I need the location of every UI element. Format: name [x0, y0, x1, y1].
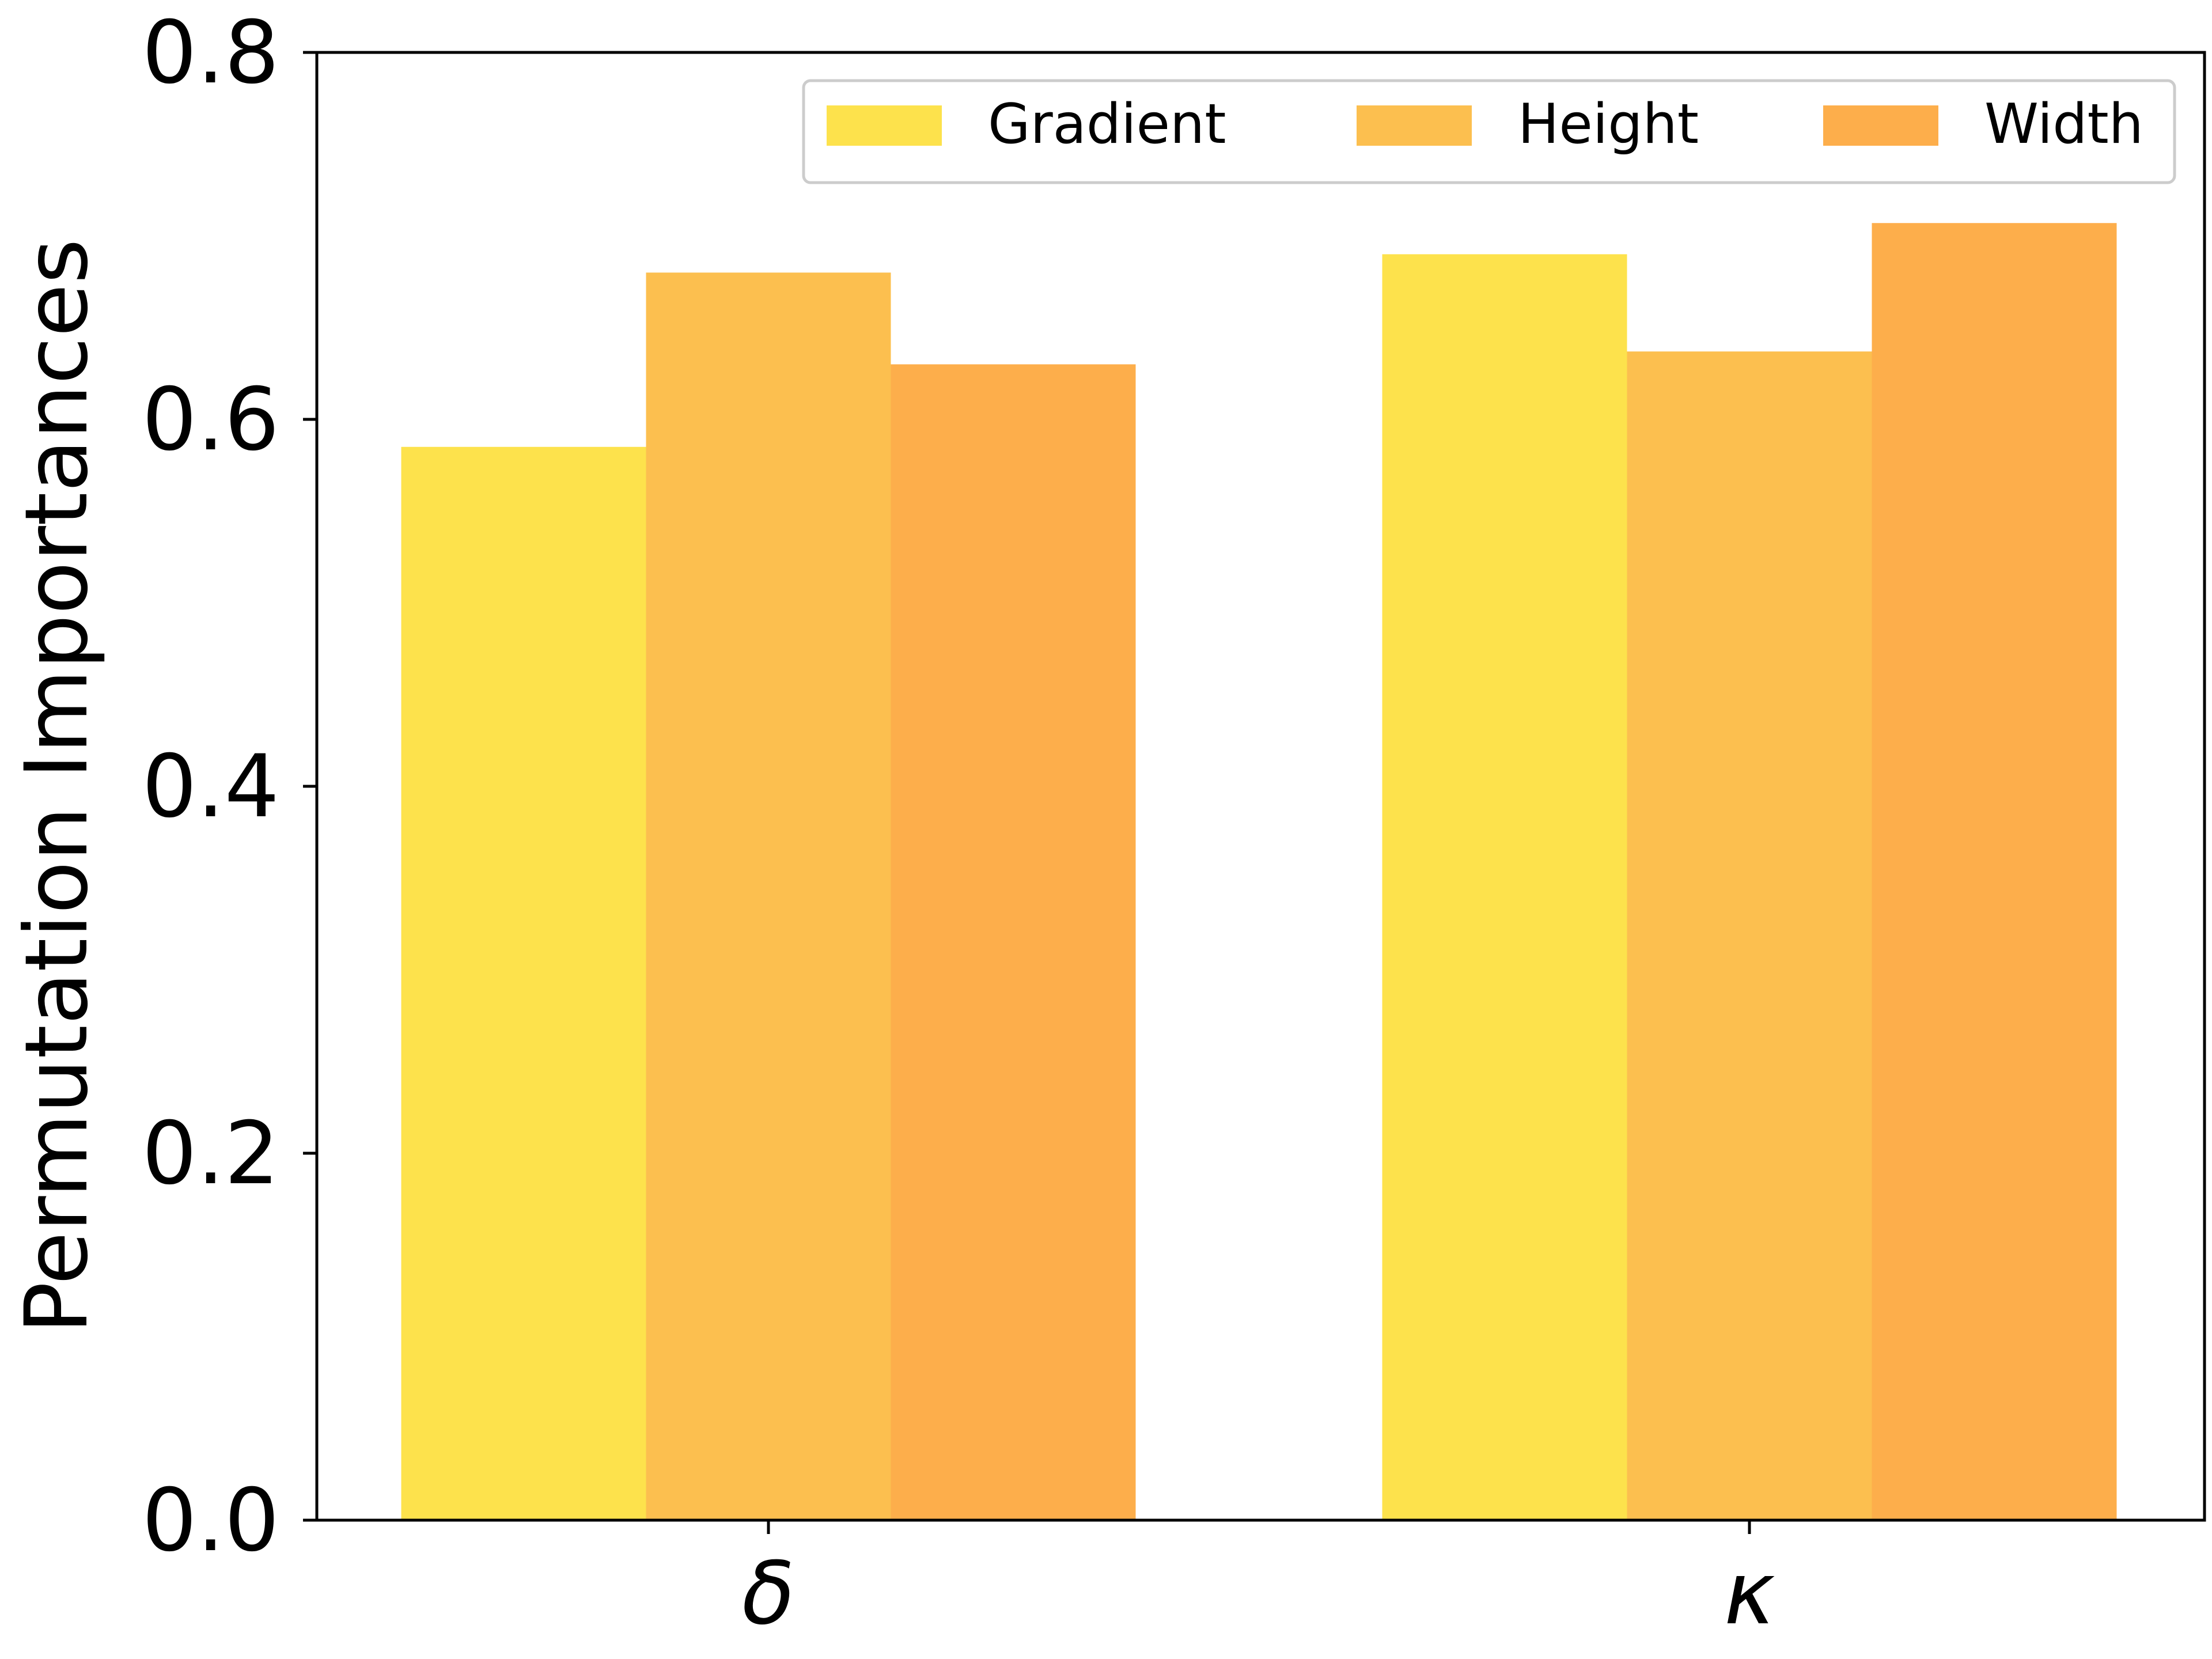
y-tick-label: 0.4 — [142, 737, 279, 837]
legend: Gradient Height Width — [802, 79, 2176, 184]
bar-height-2 — [1627, 351, 1872, 1520]
legend-swatch-gradient — [827, 105, 942, 146]
legend-swatch-height — [1357, 105, 1472, 146]
bar-width-1 — [891, 364, 1136, 1521]
bar-gradient-2 — [1382, 254, 1627, 1520]
bar-width-2 — [1872, 223, 2117, 1520]
y-axis-label: Permutation Importances — [7, 238, 107, 1334]
legend-label-gradient: Gradient — [988, 93, 1226, 156]
bar-gradient-1 — [401, 446, 646, 1520]
legend-label-height: Height — [1518, 93, 1699, 156]
legend-swatch-width — [1823, 105, 1938, 146]
x-tick-label: δ — [742, 1544, 795, 1644]
bars-layer — [401, 223, 2117, 1521]
y-tick-label: 0.8 — [142, 3, 279, 103]
bar-height-1 — [646, 272, 891, 1521]
y-axis: 0.0 0.2 0.4 0.6 0.8 — [142, 3, 317, 1571]
y-tick-label: 0.6 — [142, 370, 279, 470]
x-tick-label: κ — [1724, 1544, 1775, 1644]
legend-label-width: Width — [1984, 93, 2143, 156]
y-tick-label: 0.0 — [142, 1471, 279, 1571]
y-tick-label: 0.2 — [142, 1104, 279, 1204]
